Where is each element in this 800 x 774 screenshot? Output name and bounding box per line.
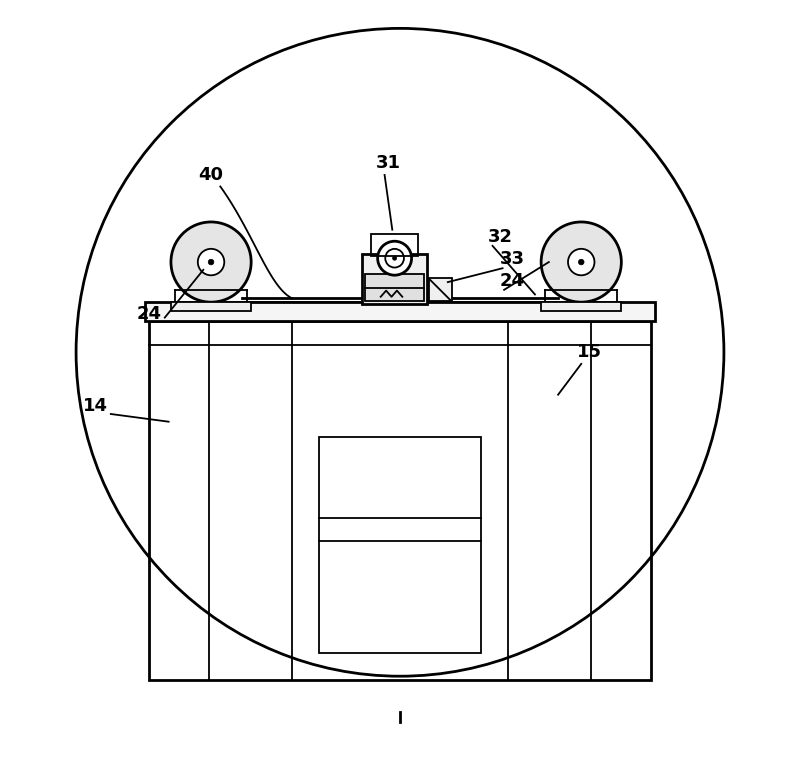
Text: 32: 32 <box>488 228 513 245</box>
Bar <box>366 275 424 301</box>
Bar <box>429 279 452 301</box>
Bar <box>319 437 481 653</box>
Circle shape <box>198 248 224 276</box>
Text: 14: 14 <box>83 397 108 416</box>
Bar <box>371 234 418 256</box>
Circle shape <box>578 259 584 265</box>
Circle shape <box>208 259 214 265</box>
Bar <box>150 321 650 680</box>
Circle shape <box>393 256 397 260</box>
Circle shape <box>541 222 622 302</box>
Circle shape <box>171 222 251 302</box>
Text: 24: 24 <box>499 272 524 289</box>
Text: 33: 33 <box>499 250 524 268</box>
Bar <box>146 302 654 321</box>
Text: 31: 31 <box>376 154 401 173</box>
Text: 40: 40 <box>198 166 223 184</box>
Text: 15: 15 <box>577 344 602 361</box>
Bar <box>542 302 621 311</box>
Bar <box>362 255 427 303</box>
Text: 24: 24 <box>137 305 162 323</box>
Circle shape <box>568 248 594 276</box>
Circle shape <box>378 241 411 276</box>
Bar <box>171 302 251 311</box>
